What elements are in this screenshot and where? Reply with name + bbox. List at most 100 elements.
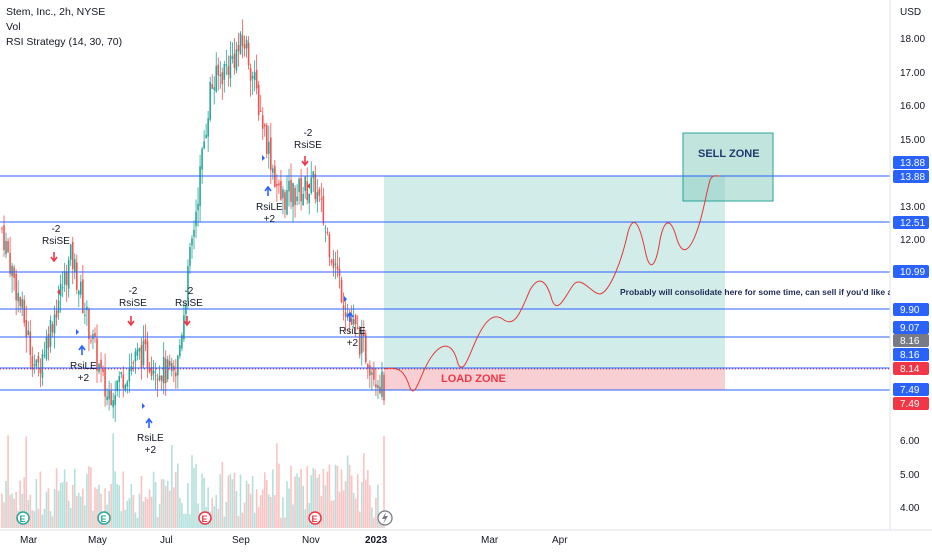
candle-body <box>106 396 108 401</box>
sell-zone-box <box>682 132 774 202</box>
volume-bar <box>43 508 46 528</box>
volume-bar <box>69 507 72 528</box>
candle-body <box>298 178 300 193</box>
candle-body <box>199 165 201 206</box>
short-arrow-icon <box>183 316 191 327</box>
earnings-marker[interactable]: E <box>198 511 212 525</box>
volume-bar <box>223 516 226 528</box>
split-marker[interactable] <box>377 510 393 526</box>
volume-bar <box>274 495 276 528</box>
volume-bar <box>25 436 28 528</box>
signal-name: RsiSE <box>119 298 147 309</box>
x-tick: Nov <box>302 535 320 546</box>
candle-body <box>63 271 66 285</box>
candle-body <box>229 55 232 79</box>
candle-body <box>177 355 179 376</box>
volume-bar <box>191 455 193 528</box>
candle-body <box>144 338 147 345</box>
volume-bar <box>352 492 355 528</box>
candle-body <box>112 400 114 408</box>
badge-label: 8.16 <box>900 336 920 347</box>
volume-bar <box>110 483 112 528</box>
candle-body <box>78 290 80 295</box>
candle-body <box>318 189 321 196</box>
candle-body <box>156 378 159 381</box>
volume-bar <box>302 485 304 528</box>
candle-body <box>191 238 193 246</box>
candle-body <box>122 374 125 389</box>
candle-body <box>300 177 302 202</box>
earnings-marker[interactable]: E <box>16 511 30 525</box>
volume-bar <box>92 510 94 528</box>
short-arrow-icon <box>127 316 135 327</box>
volume-bar <box>326 471 329 528</box>
signal-qty: +2 <box>77 373 90 384</box>
volume-bar <box>150 496 153 528</box>
volume-bar <box>261 489 264 528</box>
candle-body <box>142 340 145 365</box>
signal-name: RsiLE <box>256 202 283 213</box>
volume-bar <box>231 479 234 528</box>
candle-body <box>15 273 17 301</box>
candle-body <box>373 368 375 380</box>
small-flag-icon <box>307 183 310 189</box>
candle-body <box>13 267 15 278</box>
volume-bar <box>45 491 48 528</box>
small-flag-icon <box>57 289 60 295</box>
volume-bar <box>332 500 335 528</box>
candle-body <box>1 228 3 230</box>
volume-bar <box>177 463 179 528</box>
volume-bar <box>284 517 286 528</box>
candle-body <box>61 287 64 289</box>
consolidation-note: Probably will consolidate here for some … <box>620 287 890 297</box>
candle-body <box>132 362 135 364</box>
candle-body <box>219 74 222 77</box>
candle-body <box>3 225 5 251</box>
volume-bar <box>179 498 181 528</box>
candle-body <box>181 335 183 349</box>
badge-bg <box>893 383 929 396</box>
candle-body <box>158 375 161 380</box>
candle-body <box>294 188 296 205</box>
candle-body <box>235 49 238 71</box>
candle-body <box>148 368 151 372</box>
candle-body <box>134 351 137 362</box>
volume-bar <box>320 495 323 528</box>
strategy-indicator-label[interactable]: RSI Strategy (14, 30, 70) <box>6 36 123 48</box>
volume-bar <box>239 474 242 528</box>
small-flag-icon <box>262 155 265 161</box>
candle-body <box>336 266 339 270</box>
volume-bar <box>330 500 333 528</box>
price-axis-ticks[interactable]: 18.00 17.00 16.00 15.00 13.00 12.00 6.00… <box>900 34 925 514</box>
volume-bar <box>175 472 177 528</box>
volume-bar <box>249 493 252 528</box>
earnings-marker[interactable]: E <box>97 511 111 525</box>
volume-indicator-label[interactable]: Vol <box>6 21 21 33</box>
candle-body <box>265 125 268 154</box>
volume-bar <box>334 464 337 528</box>
candle-body <box>59 283 62 297</box>
earnings-marker[interactable]: E <box>308 511 322 525</box>
chart-legend[interactable]: Stem, Inc., 2h, NYSE Vol RSI Strategy (1… <box>6 5 122 50</box>
badge-label: 9.07 <box>900 323 920 334</box>
candle-body <box>31 356 34 370</box>
volume-bar <box>288 488 290 528</box>
volume-bar <box>300 469 302 528</box>
volume-bar <box>98 484 100 528</box>
volume-bar <box>158 504 161 528</box>
candle-body <box>104 367 106 397</box>
volume-bar <box>292 504 294 528</box>
event-markers[interactable]: E E E E <box>16 510 393 526</box>
candle-body <box>362 329 365 336</box>
volume-bar <box>73 468 76 528</box>
candle-body <box>116 380 119 392</box>
candle-body <box>152 370 155 374</box>
candle-body <box>310 177 313 194</box>
time-axis-ticks[interactable]: Mar May Jul Sep Nov 2023 Mar Apr <box>20 535 568 546</box>
symbol-title[interactable]: Stem, Inc., 2h, NYSE <box>6 6 106 18</box>
candle-body <box>292 183 294 207</box>
long-arrow-icon <box>264 185 272 196</box>
candle-body <box>118 376 121 382</box>
